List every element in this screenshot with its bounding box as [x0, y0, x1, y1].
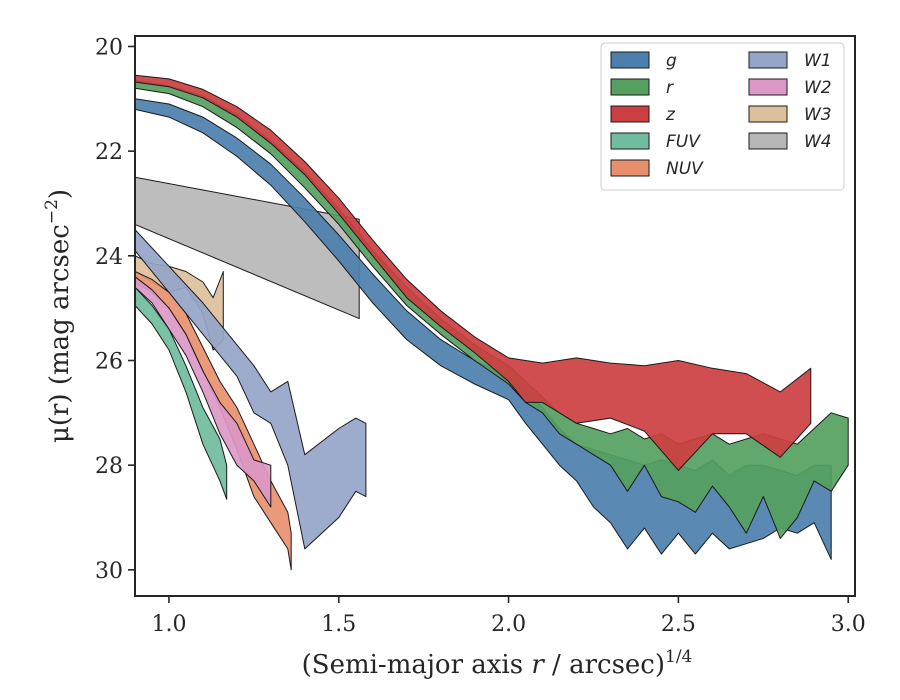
x-tick-label: 3.0 — [831, 612, 866, 637]
legend-label-g: g — [666, 51, 677, 71]
legend-label-nuv: NUV — [666, 159, 704, 179]
x-axis-title: (Semi-major axis r / arcsec)1/4 — [302, 647, 693, 680]
legend-label-w1: W1 — [804, 51, 832, 71]
x-tick-label: 2.5 — [661, 612, 696, 637]
x-tick-label: 2.0 — [491, 612, 526, 637]
x-axis-ticks: 1.0 1.5 2.0 2.5 3.0 — [151, 596, 866, 637]
legend-swatch-w3 — [748, 105, 788, 123]
y-tick-label: 26 — [95, 349, 123, 374]
legend-swatch-fuv — [610, 132, 650, 150]
series-bands — [135, 74, 849, 571]
legend-swatch-w2 — [748, 78, 788, 96]
y-tick-label: 20 — [95, 35, 123, 60]
band-fuv — [135, 286, 228, 500]
x-tick-label: 1.5 — [321, 612, 356, 637]
band-z — [135, 74, 812, 471]
legend-label-fuv: FUV — [666, 132, 701, 152]
y-axis-ticks: 20 22 24 26 28 30 — [95, 35, 135, 584]
legend-swatch-w1 — [748, 51, 788, 69]
y-tick-label: 30 — [95, 559, 123, 584]
legend-label-w3: W3 — [804, 105, 832, 125]
legend-swatch-nuv — [610, 159, 650, 177]
y-tick-label: 24 — [95, 245, 123, 270]
legend-label-z: z — [665, 105, 676, 125]
band-w1 — [135, 229, 367, 550]
legend-swatch-g — [610, 51, 650, 69]
x-tick-label: 1.0 — [151, 612, 186, 637]
legend-swatch-w4 — [748, 132, 788, 150]
legend-swatch-z — [610, 105, 650, 123]
legend-swatch-r — [610, 78, 650, 96]
legend-label-w2: W2 — [804, 78, 832, 98]
band-w2 — [135, 276, 272, 508]
y-tick-label: 22 — [95, 140, 123, 165]
plot-frame — [134, 35, 856, 597]
legend-label-w4: W4 — [804, 132, 832, 152]
y-tick-label: 28 — [95, 454, 123, 479]
y-axis-title: μ(r) (mag arcsec−2) — [42, 189, 75, 443]
legend: grz FUV NUV W1 W2 W3 W4 — [600, 42, 845, 191]
legend-label-r: r — [666, 78, 674, 98]
